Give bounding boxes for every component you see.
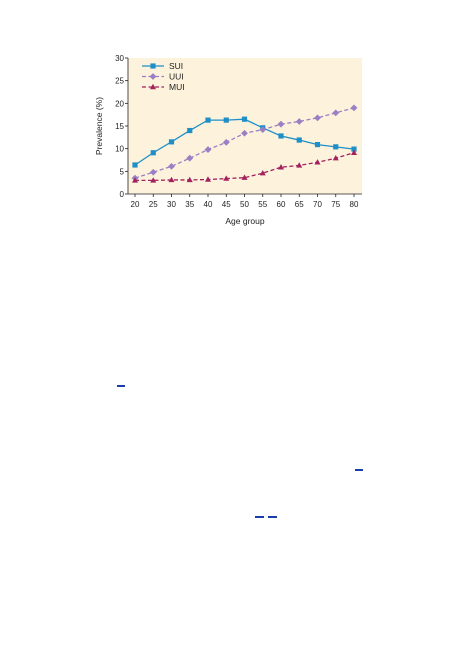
x-tick-label: 75 <box>331 200 340 209</box>
data-point-uui <box>204 146 212 153</box>
data-point-sui <box>223 117 229 123</box>
data-point-uui <box>186 154 194 162</box>
legend-label-mui: MUI <box>169 82 185 92</box>
data-point-sui <box>132 162 138 168</box>
data-point-uui <box>314 114 321 122</box>
data-point-sui <box>168 139 175 145</box>
data-point-uui <box>222 138 230 146</box>
data-point-uui <box>332 109 340 117</box>
x-tick-label: 40 <box>204 200 213 209</box>
link-underline-4[interactable] <box>268 516 277 518</box>
link-underline-2[interactable] <box>355 469 363 471</box>
data-point-sui <box>241 116 248 122</box>
data-point-uui <box>241 129 248 137</box>
data-point-mui <box>332 154 339 161</box>
data-point-sui <box>150 150 156 156</box>
y-axis-label: Prevalence (%) <box>94 97 104 155</box>
data-point-uui <box>350 104 358 112</box>
data-point-uui <box>168 162 175 170</box>
data-point-mui <box>205 176 211 182</box>
data-point-uui <box>277 120 285 128</box>
y-tick-label: 15 <box>115 122 124 131</box>
legend-marker-mui <box>150 83 156 90</box>
x-tick-label: 30 <box>167 200 176 209</box>
legend-label-sui: SUI <box>169 61 183 71</box>
x-tick-label: 55 <box>258 200 267 209</box>
x-axis-label: Age group <box>225 216 264 226</box>
data-point-uui <box>295 118 303 125</box>
x-tick-label: 50 <box>240 200 249 209</box>
y-tick-label: 5 <box>120 167 125 176</box>
y-tick-label: 25 <box>115 77 124 86</box>
data-point-mui <box>314 159 321 165</box>
data-point-mui <box>351 149 357 155</box>
data-point-mui <box>168 176 175 183</box>
series-layer <box>131 104 358 183</box>
x-tick-label: 20 <box>131 200 140 209</box>
legend-marker-uui <box>149 73 157 80</box>
axes: 0 5 10 15 20 25 30 20 25 30 35 40 45 50 55 60 65 70 75 80 <box>115 54 362 209</box>
data-point-mui <box>150 177 157 183</box>
x-tick-label: 80 <box>350 200 359 209</box>
x-tick-label: 70 <box>313 200 322 209</box>
plot-area <box>128 58 362 194</box>
data-point-uui <box>149 168 157 176</box>
legend-label-uui: UUI <box>169 72 184 82</box>
data-point-mui <box>223 175 230 181</box>
data-point-sui <box>187 127 193 134</box>
data-point-mui <box>259 169 266 176</box>
link-underline-3[interactable] <box>255 516 264 518</box>
y-tick-label: 20 <box>115 99 124 108</box>
data-point-mui <box>186 176 193 183</box>
x-tick-label: 65 <box>295 200 304 209</box>
link-underline-1[interactable] <box>117 385 125 387</box>
data-point-sui <box>351 146 357 152</box>
x-tick-label: 35 <box>185 200 194 209</box>
data-point-mui <box>296 162 303 168</box>
y-tick-label: 0 <box>120 190 125 199</box>
data-point-sui <box>296 137 302 143</box>
data-point-mui <box>278 164 284 170</box>
y-tick-label: 10 <box>115 145 124 154</box>
y-tick-label: 30 <box>115 54 124 63</box>
data-point-sui <box>314 141 321 148</box>
series-uui <box>131 104 358 182</box>
data-point-mui <box>241 174 248 180</box>
series-mui <box>132 149 357 183</box>
data-point-mui <box>132 177 138 183</box>
x-tick-label: 45 <box>222 200 231 209</box>
data-point-sui <box>333 144 339 150</box>
legend-marker-sui <box>150 63 156 69</box>
data-point-uui <box>259 126 267 134</box>
x-tick-label: 25 <box>149 200 158 209</box>
data-point-sui <box>278 133 284 139</box>
data-point-sui <box>205 117 211 123</box>
x-tick-label: 60 <box>277 200 286 209</box>
